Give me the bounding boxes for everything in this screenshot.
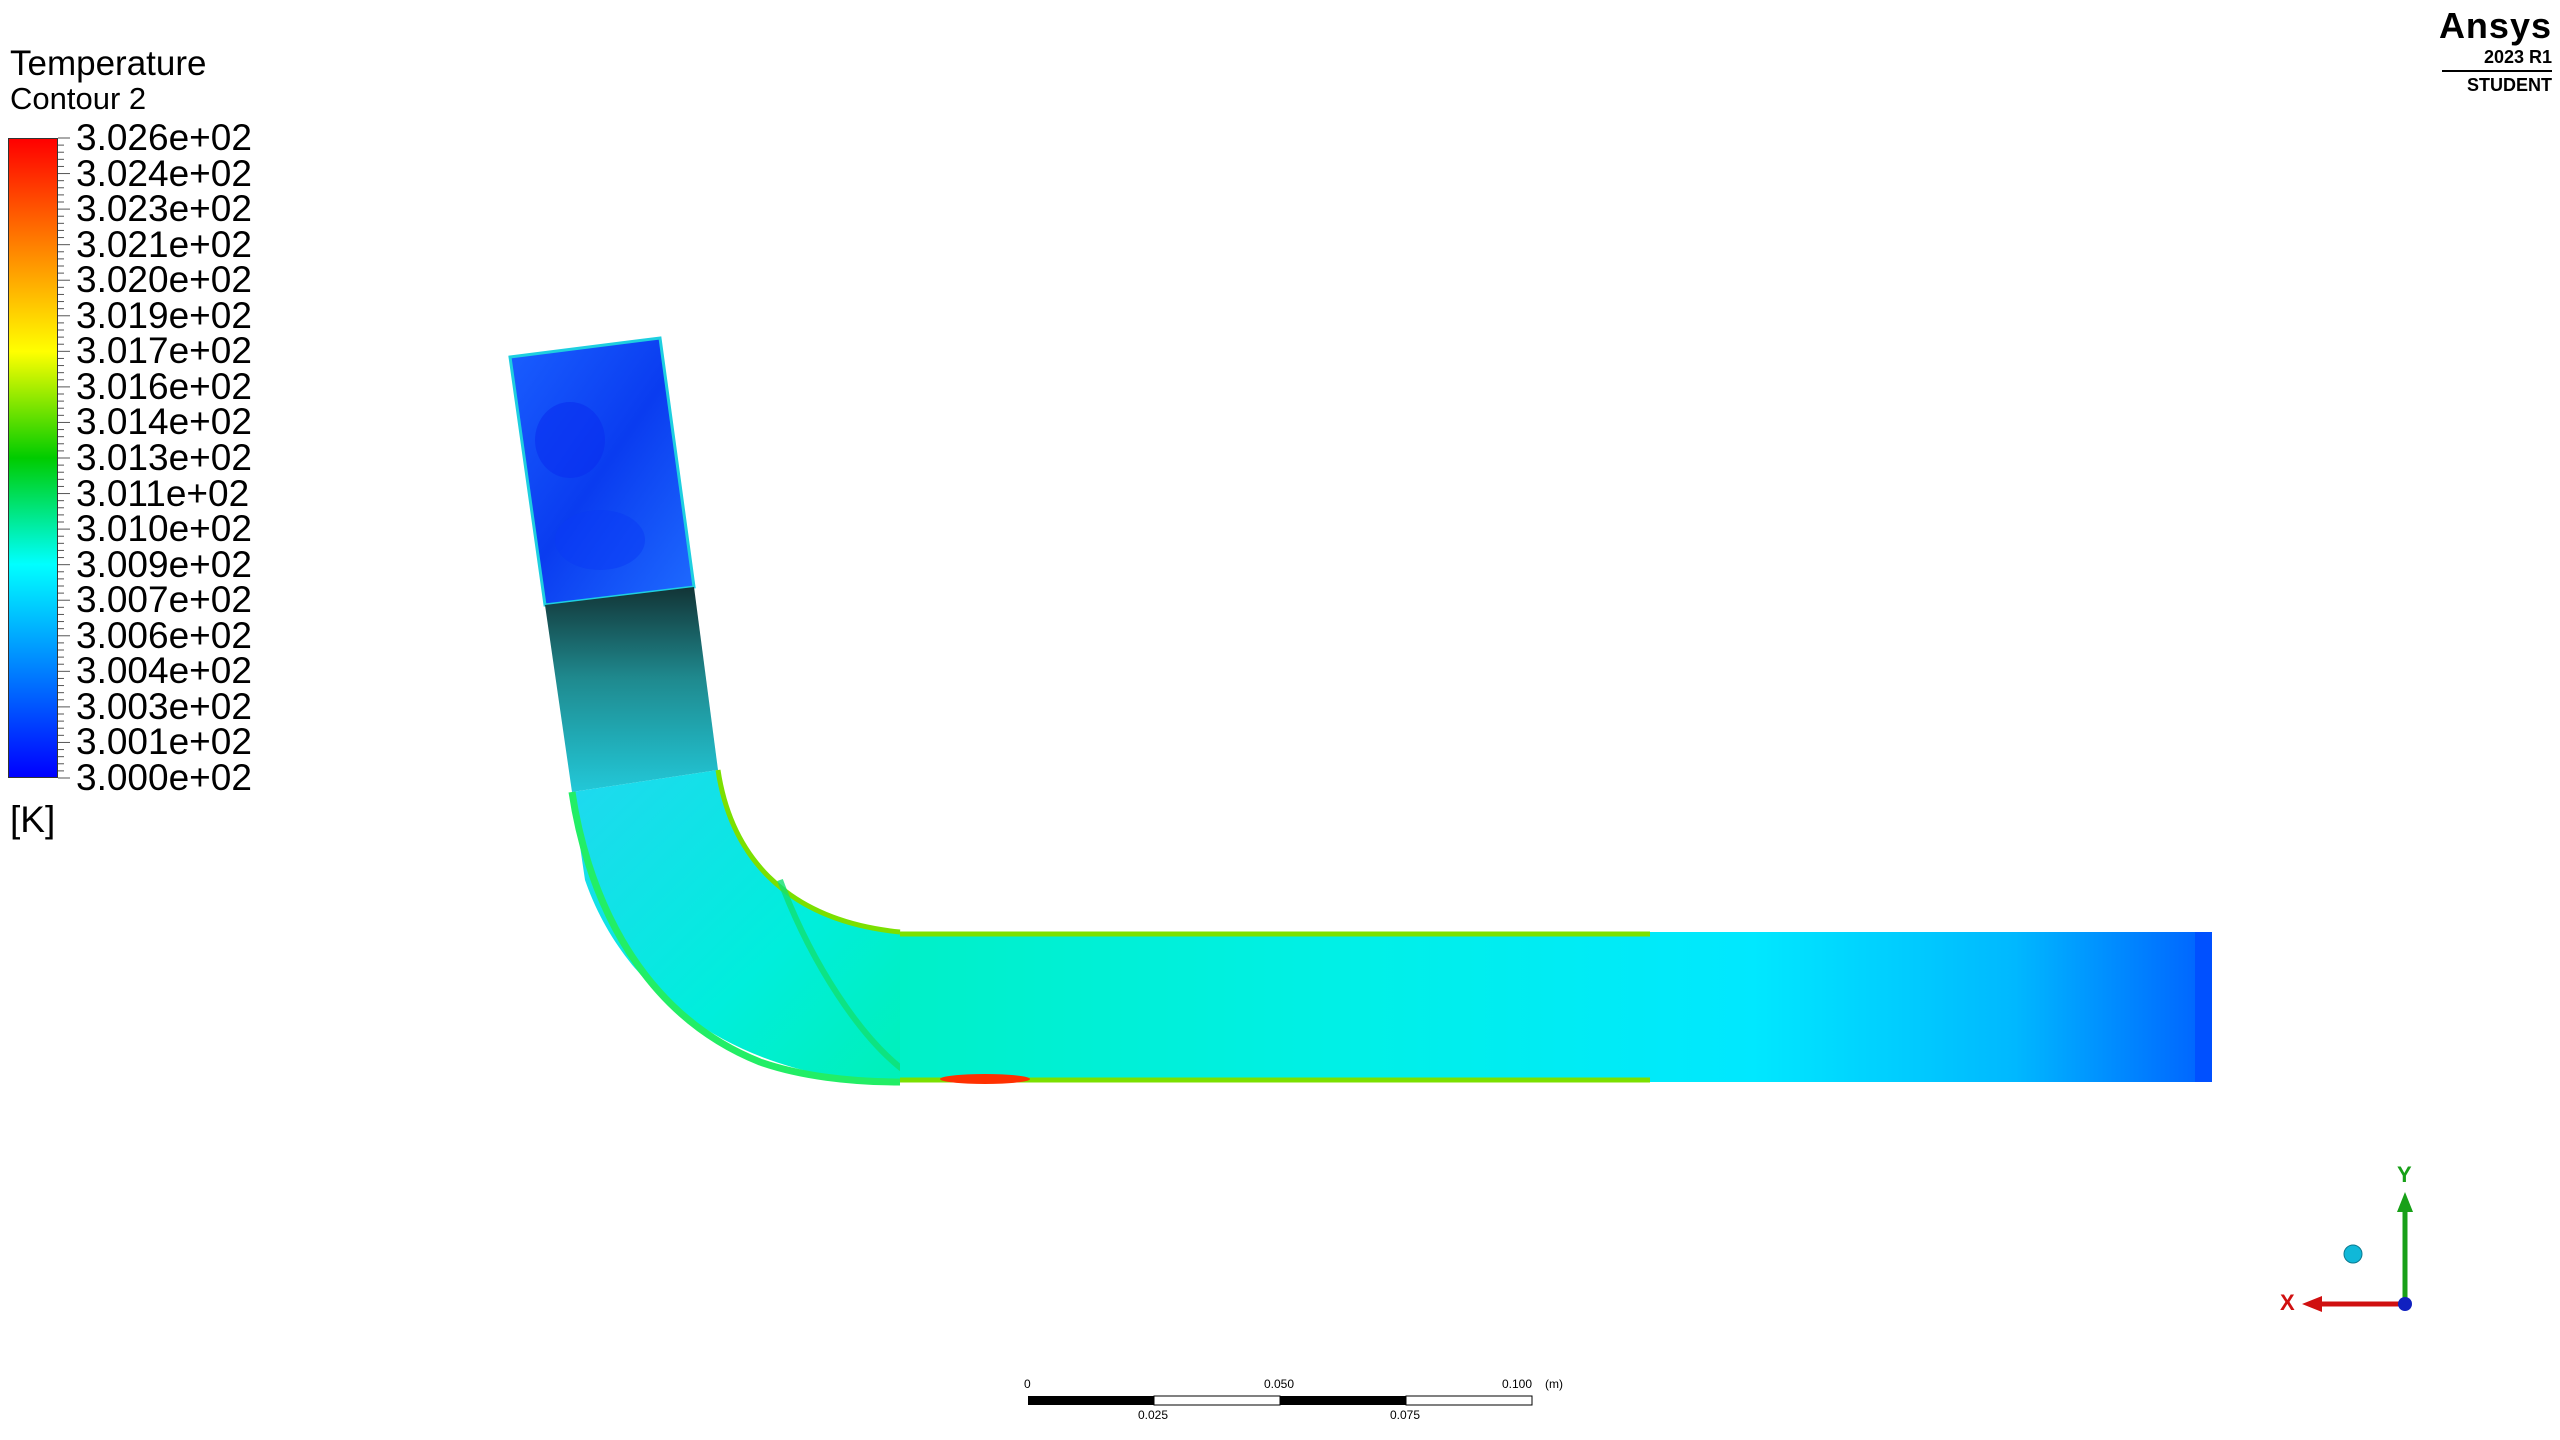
scale-label-0025: 0.025: [1138, 1408, 1169, 1422]
scale-bar: [1028, 1395, 1533, 1406]
scale-label-0: 0: [1024, 1377, 1031, 1391]
logo-version: 2023 R1: [2442, 46, 2552, 72]
scale-label-0050: 0.050: [1264, 1377, 1295, 1391]
logo-brand: Ansys: [2438, 5, 2552, 46]
pipe-mesh-section: [545, 587, 718, 792]
legend-subtitle: Contour 2: [10, 81, 147, 116]
outlet-edge: [2195, 932, 2212, 1082]
elbow-inner-wall: [715, 769, 901, 935]
legend-tick-label: 3.007e+02: [76, 579, 252, 621]
legend-tick-label: 3.014e+02: [76, 401, 252, 443]
legend-tick-label: 3.004e+02: [76, 650, 252, 692]
pipe-elbow: [572, 770, 900, 1082]
legend-tick-label: 3.023e+02: [76, 188, 252, 230]
legend-tick-label: 3.000e+02: [76, 757, 252, 798]
legend-tick-label: 3.011e+02: [76, 472, 250, 514]
legend-tick-label: 3.001e+02: [76, 721, 252, 763]
inlet-vortex-2: [555, 510, 645, 570]
hot-spot: [940, 1074, 1030, 1084]
legend-tick-label: 3.019e+02: [76, 294, 252, 336]
legend-tick-label: 3.009e+02: [76, 543, 252, 585]
scale-label-0075: 0.075: [1390, 1408, 1421, 1422]
legend-units: [K]: [10, 799, 56, 840]
legend-tick-label: 3.016e+02: [76, 365, 252, 407]
inlet-vortex: [535, 402, 605, 478]
ansys-logo: Ansys 2023 R1 STUDENT: [2439, 6, 2552, 98]
legend-tick-label: 3.024e+02: [76, 152, 252, 194]
legend-tick-label: 3.013e+02: [76, 437, 252, 478]
pipe-straight-section: [900, 932, 2212, 1082]
axis-triad[interactable]: Y X: [2270, 1162, 2430, 1325]
scale-unit: (m): [1545, 1377, 1563, 1391]
legend-colorbar: [8, 138, 58, 778]
axis-label-x: X: [2280, 1290, 2295, 1315]
legend-title: Temperature: [10, 44, 207, 83]
logo-edition: STUDENT: [2467, 75, 2552, 95]
legend-tick-label: 3.020e+02: [76, 259, 252, 301]
triad-arrows-icon: [2302, 1192, 2413, 1312]
legend-tick-label: 3.003e+02: [76, 685, 252, 727]
legend-tick-label: 3.010e+02: [76, 508, 252, 550]
legend-tick-label: 3.006e+02: [76, 614, 252, 656]
legend-tick-label: 3.017e+02: [76, 330, 252, 372]
legend-tick-label: 3.021e+02: [76, 223, 252, 265]
elbow-shear-line: [777, 878, 912, 1078]
scale-label-0100: 0.100: [1502, 1377, 1533, 1391]
elbow-outer-wall: [568, 791, 901, 1086]
axis-label-y: Y: [2397, 1162, 2412, 1187]
legend-tick-label: 3.026e+02: [76, 117, 252, 158]
colorbar-ticks: [58, 137, 70, 779]
